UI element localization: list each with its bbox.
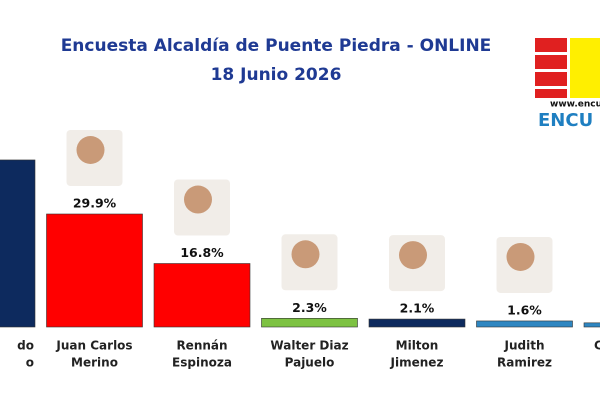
bar — [0, 159, 36, 328]
bar — [583, 322, 600, 328]
bar — [368, 318, 466, 328]
value-label: 1.6% — [507, 302, 542, 317]
chart-subtitle: 18 Junio 2026 — [211, 65, 342, 85]
photo-face — [184, 185, 212, 214]
x-tick-label: Milton — [396, 339, 439, 353]
x-tick-label: Espinoza — [172, 356, 232, 370]
bar — [46, 213, 143, 328]
logo-name: ENCU — [538, 110, 593, 131]
value-label: 2.3% — [292, 300, 327, 315]
value-label: 2.1% — [400, 301, 435, 316]
photo-face — [291, 240, 320, 269]
photo-face — [506, 242, 535, 271]
x-tick-label: C — [594, 339, 600, 353]
photo-face — [76, 136, 105, 164]
x-tick-label: Ramirez — [497, 356, 552, 370]
bar — [153, 263, 251, 328]
bar — [261, 318, 358, 328]
value-label: 16.8% — [180, 245, 224, 260]
logo-url: www.encue — [550, 100, 600, 110]
x-tick-label: Judith — [504, 339, 545, 353]
x-tick-label: Rennán — [176, 339, 227, 353]
x-tick-label: Juan Carlos — [55, 339, 132, 353]
x-tick-label: Merino — [71, 356, 118, 370]
value-label: 29.9% — [73, 196, 117, 211]
photo-face — [399, 241, 427, 270]
x-tick-label: o — [26, 356, 34, 370]
chart-title: Encuesta Alcaldía de Puente Piedra - ONL… — [61, 36, 492, 56]
bar — [476, 320, 573, 328]
logo: www.encue ENCU — [535, 38, 600, 131]
x-tick-label: Pajuelo — [285, 356, 335, 370]
x-tick-label: Walter Diaz — [270, 339, 348, 353]
x-tick-label: Jimenez — [390, 356, 444, 370]
x-tick-label: do — [17, 339, 34, 353]
